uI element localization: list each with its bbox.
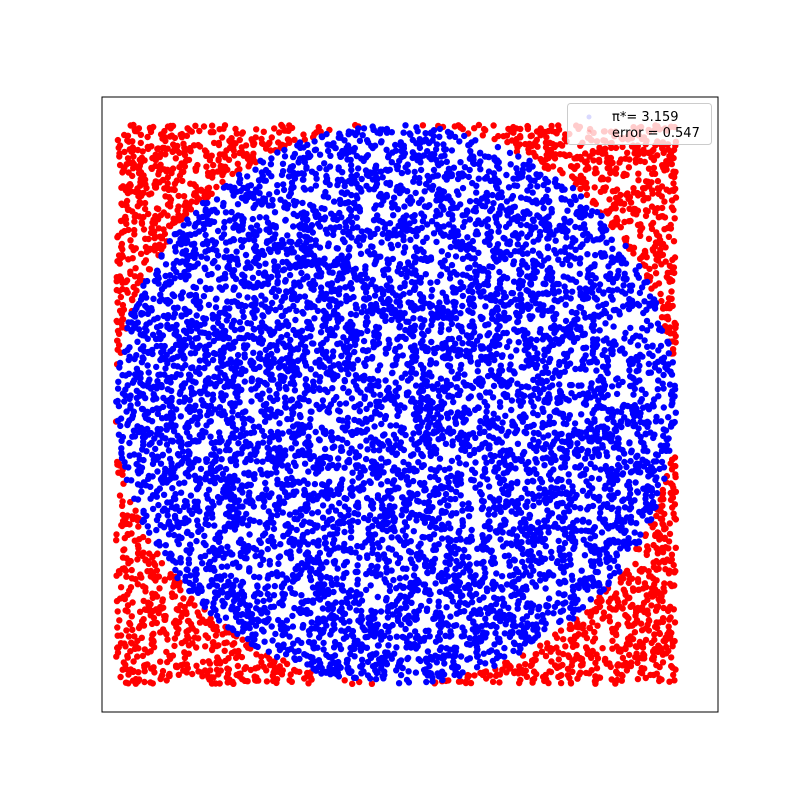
legend: π*= 3.159 error = 0.547 <box>567 103 712 145</box>
scatter-points-outside <box>112 121 680 687</box>
legend-marker-red <box>586 129 592 135</box>
axes-frame <box>101 96 719 713</box>
legend-entry-error: error = 0.547 <box>612 126 700 141</box>
legend-marker-blue <box>586 114 592 120</box>
legend-box <box>567 103 712 145</box>
legend-entry-pi: π*= 3.159 <box>612 110 679 125</box>
scatter-points <box>112 121 680 687</box>
scatter-points-inside <box>113 122 680 687</box>
